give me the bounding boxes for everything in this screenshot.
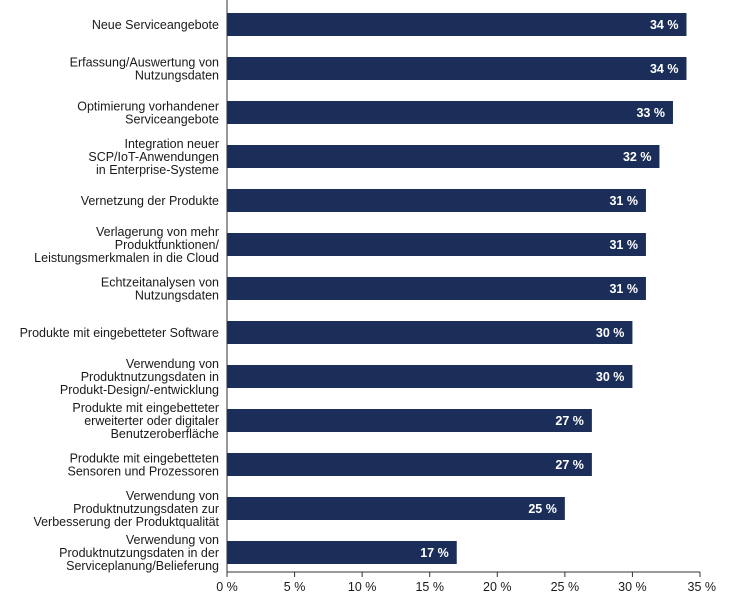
bar (227, 497, 565, 520)
bar (227, 365, 633, 388)
category-label-line: Leistungsmerkmalen in die Cloud (34, 251, 219, 265)
category-label: Verwendung von Produktnutzungsdaten zur Ve… (33, 489, 219, 529)
category-label-line: Nutzungsdaten (135, 289, 219, 303)
category-label: Produkte mit eingebetteter erweiterter od… (72, 401, 219, 441)
value-label: 27 % (555, 414, 584, 428)
x-tick-label: 25 % (551, 580, 580, 594)
category-label-line: Verbesserung der Produktqualität (33, 515, 219, 529)
category-label-line: Produkte mit eingebetteter Software (20, 326, 219, 340)
x-tick-label: 35 % (688, 580, 717, 594)
value-label: 30 % (596, 326, 625, 340)
category-label-line: Vernetzung der Produkte (81, 194, 219, 208)
category-label: Produkte mit eingebetteten Sensoren und P… (68, 452, 220, 479)
category-label-line: Serviceangebote (125, 113, 219, 127)
category-label-line: SCP/IoT-Anwendungen (88, 150, 219, 164)
value-label: 34 % (650, 62, 679, 76)
x-tick-label: 20 % (483, 580, 512, 594)
bar (227, 189, 646, 212)
category-label-line: Sensoren und Prozessoren (68, 465, 220, 479)
bar (227, 101, 673, 124)
x-tick-label: 5 % (284, 580, 306, 594)
category-label: Echtzeitanalysen von Nutzungsdaten (101, 276, 219, 303)
category-label-line: erweiterter oder digitaler (84, 414, 219, 428)
category-label-line: Neue Serviceangebote (92, 18, 219, 32)
category-label: Integration neuer SCP/IoT-Anwendungen in E… (88, 137, 219, 177)
category-label: Erfassung/Auswertung von Nutzungsdaten (70, 56, 219, 83)
category-label-line: Produkte mit eingebetteter (72, 401, 219, 415)
value-label: 31 % (609, 194, 638, 208)
category-label-line: Nutzungsdaten (135, 69, 219, 83)
x-tick-label: 30 % (618, 580, 647, 594)
category-label-line: Benutzeroberfläche (111, 427, 219, 441)
category-label-line: Verwendung von (126, 357, 219, 371)
value-label: 27 % (555, 458, 584, 472)
category-label-line: Echtzeitanalysen von (101, 276, 219, 290)
category-label: Produkte mit eingebetteter Software (20, 326, 219, 340)
category-label: Vernetzung der Produkte (81, 194, 219, 208)
value-labels-group: 34 % 34 % 33 % 32 % 31 % 31 % 31 % 30 % 30 % 27 %… (420, 18, 678, 560)
value-label: 31 % (609, 282, 638, 296)
category-label-line: Produktfunktionen/ (115, 238, 220, 252)
category-label-line: in Enterprise-Systeme (96, 163, 219, 177)
category-label-line: Produktnutzungsdaten in der (59, 546, 219, 560)
value-label: 34 % (650, 18, 679, 32)
category-label-line: Produkte mit eingebetteten (70, 452, 219, 466)
bar (227, 277, 646, 300)
value-label: 31 % (609, 238, 638, 252)
category-label-line: Serviceplanung/Belieferung (66, 559, 219, 573)
bar (227, 453, 592, 476)
bars-group (227, 13, 687, 564)
category-label-line: Produkt-Design/-entwicklung (60, 383, 219, 397)
value-label: 17 % (420, 546, 449, 560)
x-tick-label: 10 % (348, 580, 377, 594)
category-label: Verwendung von Produktnutzungsdaten in Pro… (60, 357, 219, 397)
category-label-line: Integration neuer (124, 137, 219, 151)
bar (227, 541, 457, 564)
category-label: Verlagerung von mehr Produktfunktionen/Le… (34, 225, 219, 265)
value-label: 32 % (623, 150, 652, 164)
category-label-line: Produktnutzungsdaten zur (73, 502, 219, 516)
category-label-line: Optimierung vorhandener (77, 100, 219, 114)
bar (227, 409, 592, 432)
x-axis: 0 % 5 % 10 % 15 % 20 % 25 % 30 % 35 % (216, 0, 716, 594)
category-label: Neue Serviceangebote (92, 18, 219, 32)
value-label: 30 % (596, 370, 625, 384)
category-labels-group: Neue Serviceangebote Erfassung/Auswertung… (20, 18, 220, 573)
value-label: 25 % (528, 502, 557, 516)
category-label-line: Produktnutzungsdaten in (81, 370, 219, 384)
bar (227, 57, 687, 80)
category-label: Optimierung vorhandener Serviceangebote (77, 100, 219, 127)
category-label: Verwendung von Produktnutzungsdaten in de… (59, 533, 219, 573)
category-label-line: Verlagerung von mehr (96, 225, 219, 239)
category-label-line: Verwendung von (126, 489, 219, 503)
x-tick-label: 0 % (216, 580, 238, 594)
value-label: 33 % (636, 106, 665, 120)
bar (227, 321, 633, 344)
bar (227, 145, 660, 168)
bar (227, 13, 687, 36)
x-tick-label: 15 % (415, 580, 444, 594)
bar (227, 233, 646, 256)
category-label-line: Verwendung von (126, 533, 219, 547)
category-label-line: Erfassung/Auswertung von (70, 56, 219, 70)
